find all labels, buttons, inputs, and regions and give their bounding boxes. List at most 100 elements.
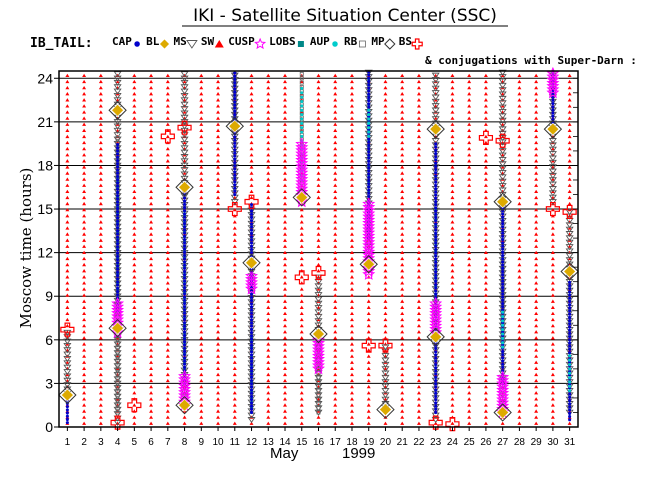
sw-marker xyxy=(534,177,539,181)
sw-marker xyxy=(400,366,405,370)
sw-marker xyxy=(266,128,271,132)
cap-marker xyxy=(434,238,438,242)
cap-marker xyxy=(116,270,120,274)
sw-marker xyxy=(165,397,170,401)
sw-marker xyxy=(199,403,204,407)
sw-marker xyxy=(98,281,103,285)
bs-marker xyxy=(244,194,259,209)
cap-marker xyxy=(367,140,371,144)
sw-marker xyxy=(400,140,405,145)
cap-marker xyxy=(116,213,120,217)
sw-marker xyxy=(316,171,321,175)
cap-marker xyxy=(116,274,120,278)
sw-marker xyxy=(249,159,254,163)
sw-marker xyxy=(366,366,371,370)
sw-marker xyxy=(517,269,522,273)
sw-marker xyxy=(283,311,287,316)
sw-marker xyxy=(232,409,237,413)
x-axis-month-label: May xyxy=(270,445,299,462)
sw-marker xyxy=(149,403,154,407)
x-tick-label: 22 xyxy=(413,437,425,448)
cusp-marker xyxy=(429,312,443,326)
cap-marker xyxy=(501,244,505,248)
sw-marker xyxy=(467,85,472,90)
cap-marker xyxy=(249,228,254,232)
cap-marker xyxy=(116,152,120,156)
rb-marker xyxy=(115,345,120,350)
cap-marker xyxy=(501,279,505,283)
sw-marker xyxy=(550,226,555,230)
cap-marker xyxy=(434,388,438,392)
sw-marker xyxy=(416,281,421,285)
x-tick-label: 24 xyxy=(447,437,459,448)
sw-marker xyxy=(82,122,87,126)
sw-marker xyxy=(534,384,539,389)
sw-marker xyxy=(165,317,170,322)
sw-marker xyxy=(316,269,321,273)
sw-marker xyxy=(450,238,455,242)
sw-marker xyxy=(400,201,405,206)
cap-marker xyxy=(568,303,572,307)
sw-marker xyxy=(165,311,170,316)
cap-marker xyxy=(501,212,505,216)
aup-marker xyxy=(501,328,505,332)
sw-marker xyxy=(299,323,304,328)
cap-marker xyxy=(183,212,187,216)
cap-marker xyxy=(249,359,254,363)
sw-marker xyxy=(450,397,455,401)
sw-marker xyxy=(333,195,338,200)
sw-marker xyxy=(82,98,87,102)
sw-marker xyxy=(400,177,405,181)
sw-marker xyxy=(132,391,137,395)
sw-marker xyxy=(467,330,472,334)
sw-marker xyxy=(199,189,204,193)
sw-marker xyxy=(232,244,237,248)
bs-marker xyxy=(227,201,242,217)
sw-marker xyxy=(350,323,354,328)
sw-marker xyxy=(550,336,555,340)
cap-marker xyxy=(501,253,505,258)
sw-marker xyxy=(249,171,254,175)
sw-marker xyxy=(350,140,354,145)
sw-marker xyxy=(65,281,70,285)
x-tick-label: 15 xyxy=(296,437,308,448)
sw-marker xyxy=(98,208,103,212)
cusp-marker xyxy=(295,143,309,157)
sw-marker xyxy=(350,238,354,242)
sw-marker xyxy=(249,79,254,84)
cap-marker xyxy=(568,299,572,303)
cap-marker xyxy=(65,414,69,418)
cap-marker xyxy=(249,324,254,328)
sw-marker xyxy=(199,92,204,96)
sw-marker xyxy=(350,366,354,370)
sw-marker xyxy=(333,183,338,187)
sw-marker xyxy=(216,208,221,212)
cap-marker xyxy=(434,171,438,175)
legend-marker-aup xyxy=(332,41,338,47)
cap-marker xyxy=(116,203,120,207)
sw-marker xyxy=(266,323,271,328)
cap-marker xyxy=(367,175,371,179)
sw-marker xyxy=(82,256,87,261)
sw-marker xyxy=(149,269,154,273)
sw-marker xyxy=(249,183,254,187)
rb-marker xyxy=(115,388,120,393)
sw-marker xyxy=(149,159,154,163)
sw-marker xyxy=(82,134,87,139)
sw-marker xyxy=(316,146,321,151)
sw-marker xyxy=(350,226,354,230)
sw-marker xyxy=(333,311,338,316)
sw-marker xyxy=(467,104,472,108)
sw-marker xyxy=(416,189,421,193)
cap-marker xyxy=(568,335,572,339)
rb-marker xyxy=(316,410,321,415)
sw-marker xyxy=(249,421,254,425)
sw-marker xyxy=(517,244,522,248)
cusp-marker xyxy=(295,166,309,179)
sw-marker xyxy=(350,403,354,407)
rb-marker xyxy=(115,393,120,397)
cap-marker xyxy=(501,269,505,274)
sw-marker xyxy=(132,104,137,108)
sw-marker xyxy=(149,372,154,377)
aup-marker xyxy=(300,113,304,117)
